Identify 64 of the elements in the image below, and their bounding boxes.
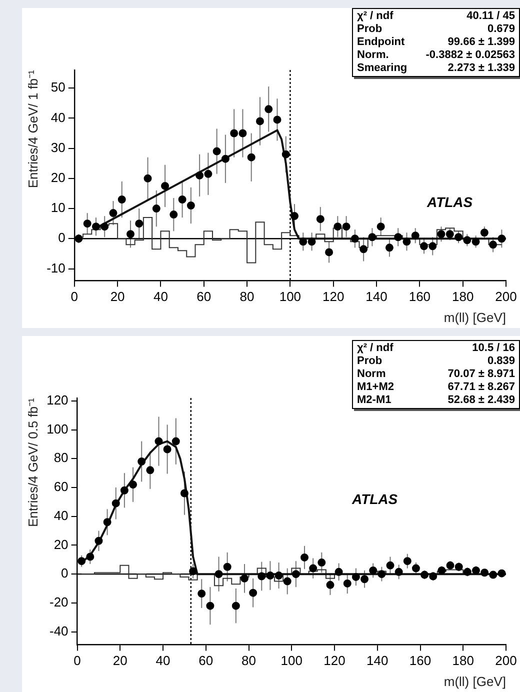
x-tick-label: 140 (366, 289, 388, 304)
annotation: ATLAS (352, 491, 398, 507)
y-axis-title: Entries/4 GeV/ 1 fb⁻¹ (25, 69, 40, 188)
y-tick-label: 50 (50, 80, 66, 95)
y-tick-label: 30 (50, 140, 66, 155)
x-tick-label: 20 (110, 289, 125, 304)
y-tick-label: 20 (54, 536, 68, 552)
annotation: M2-M1 (357, 394, 392, 407)
annotation: ATLAS (427, 194, 473, 210)
y-tick-label: 80 (54, 450, 68, 466)
annotation: 2.273 ± 1.339 (448, 62, 515, 75)
x-tick-label: 0 (74, 653, 81, 668)
y-tick-label: 40 (54, 508, 68, 523)
x-tick-label: 60 (196, 289, 212, 304)
x-tick-label: 20 (112, 653, 128, 668)
text: Norm. (357, 49, 389, 62)
y-tick-label: 10 (50, 200, 66, 216)
x-tick-label: 160 (408, 289, 431, 304)
text: χ² / ndf (357, 342, 394, 355)
y-tick-label: 60 (54, 479, 68, 494)
text: 67.71 ± 8.267 (448, 381, 515, 394)
x-tick-label: 120 (322, 289, 344, 304)
x-tick-label: 80 (242, 653, 256, 668)
y-tick-label: 0 (58, 230, 66, 246)
text: 0.679 (487, 23, 515, 36)
x-tick-label: 60 (198, 653, 214, 668)
text: 10.5 / 16 (472, 342, 515, 355)
y-tick-label: 40 (50, 110, 66, 125)
text: 0.839 (487, 355, 515, 368)
y-tick-label: 0 (61, 566, 68, 581)
y-tick-label: 20 (50, 170, 66, 185)
x-tick-label: 140 (366, 653, 388, 668)
x-tick-label: 100 (279, 289, 302, 304)
y-tick-label: 120 (46, 392, 68, 408)
y-tick-label: -10 (46, 260, 66, 276)
y-axis-title: Entries/4 GeV/ 0.5 fb⁻¹ (25, 397, 40, 528)
y-tick-label: 100 (46, 421, 68, 436)
text: Prob (357, 355, 382, 368)
text: χ² / ndf (357, 10, 394, 23)
x-tick-label: 0 (70, 289, 78, 304)
annotation: Smearing (357, 62, 408, 75)
text: Endpoint (357, 36, 405, 49)
text: 70.07 ± 8.971 (448, 368, 515, 381)
x-axis-title: m(ll) [GeV] (444, 674, 506, 689)
text: Norm (357, 368, 386, 381)
text: Prob (357, 23, 382, 36)
text: 99.66 ± 1.399 (448, 36, 515, 49)
text: 40.11 / 45 (466, 10, 515, 23)
annotation: 52.68 ± 2.439 (448, 394, 515, 407)
y-tick-label: -20 (49, 594, 68, 610)
x-axis-title: m(ll) [GeV] (444, 310, 506, 325)
x-tick-label: 120 (324, 653, 346, 668)
text: -0.3882 ± 0.02563 (426, 49, 515, 62)
x-tick-label: 160 (409, 653, 432, 668)
x-tick-label: 180 (452, 653, 474, 668)
x-tick-label: 200 (495, 653, 517, 668)
x-tick-label: 40 (156, 653, 170, 668)
x-tick-label: 200 (495, 289, 517, 304)
text: M1+M2 (357, 381, 394, 394)
x-tick-label: 180 (452, 289, 474, 304)
y-tick-label: -40 (49, 623, 68, 638)
x-tick-label: 80 (240, 289, 254, 304)
x-tick-label: 40 (153, 289, 168, 304)
x-tick-label: 100 (280, 653, 302, 668)
